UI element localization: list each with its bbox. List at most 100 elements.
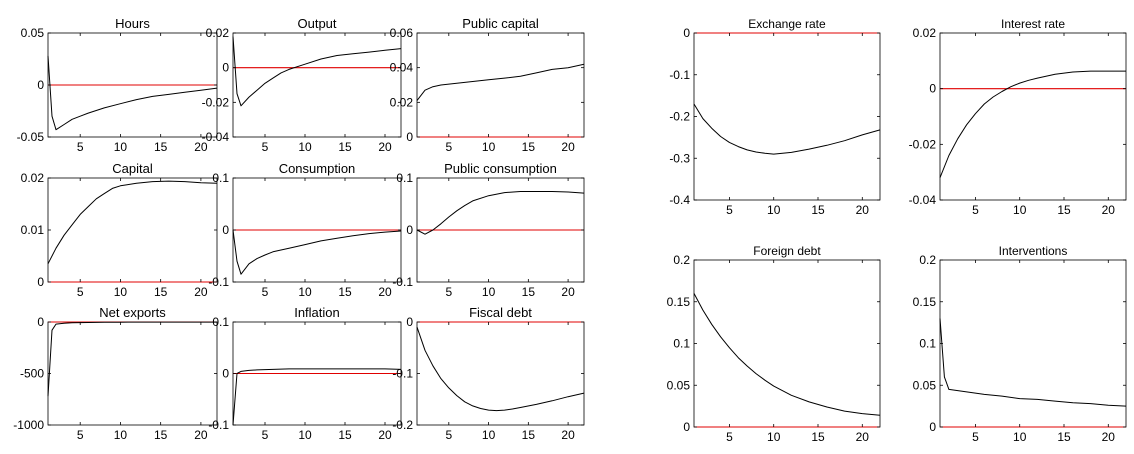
y-tick-label: 0 [37, 78, 44, 92]
x-tick-label: 5 [726, 203, 733, 217]
chart-title: Public capital [462, 16, 539, 31]
x-tick-label: 10 [298, 140, 312, 154]
axes-frame [939, 32, 1127, 201]
chart-title: Inflation [294, 305, 340, 320]
x-tick-label: 10 [298, 285, 312, 299]
x-tick-label: 15 [338, 140, 352, 154]
x-tick-label: 15 [522, 285, 536, 299]
y-tick-label: 0.01 [21, 223, 45, 237]
x-tick-label: 15 [811, 430, 825, 444]
series-line-foreign-debt [693, 293, 881, 416]
x-tick-label: 20 [194, 140, 208, 154]
y-tick-label: 0 [406, 315, 413, 329]
panel-inflation: -0.1 0 0.1 5 10 15 20 Inflation [208, 305, 402, 442]
y-tick-label: 0.1 [212, 171, 229, 185]
y-tick-label: 0.06 [390, 26, 414, 40]
x-tick-label: 10 [767, 430, 781, 444]
panel-foreign-debt: 0 0.05 0.1 0.15 0.2 5 10 15 20 Foreign debt [667, 244, 881, 444]
chart-title: Output [297, 16, 336, 31]
series-line-exchange-rate [693, 103, 881, 155]
panel-interest-rate: -0.04 -0.02 0 0.02 5 10 15 20 Interest rate [909, 17, 1127, 217]
series-line-output [232, 36, 402, 107]
y-tick-label: 0 [683, 26, 690, 40]
x-tick-label: 10 [1013, 430, 1027, 444]
panel-output: -0.04 -0.02 0 0.02 5 10 15 20 Output [202, 16, 402, 154]
x-tick-label: 20 [1102, 430, 1116, 444]
x-tick-label: 15 [338, 428, 352, 442]
series-line-hours [47, 55, 218, 131]
axes-frame [693, 32, 881, 201]
y-tick-label: -0.05 [17, 130, 45, 144]
y-tick-label: 0.15 [913, 295, 937, 309]
chart-title: Net exports [99, 305, 166, 320]
x-tick-label: 5 [972, 430, 979, 444]
y-tick-label: -0.4 [669, 193, 690, 207]
y-tick-label: 0 [406, 223, 413, 237]
y-tick-label: 0.2 [919, 253, 936, 267]
x-tick-label: 15 [154, 140, 168, 154]
axes-frame [939, 259, 1127, 428]
chart-title: Hours [115, 16, 150, 31]
x-tick-label: 20 [561, 285, 575, 299]
y-tick-label: 0 [222, 61, 229, 75]
y-tick-label: 0 [683, 420, 690, 434]
y-tick-label: 0.02 [913, 26, 937, 40]
y-tick-label: 0 [929, 82, 936, 96]
y-tick-label: -0.1 [208, 275, 229, 289]
x-tick-label: 15 [338, 285, 352, 299]
y-tick-label: -0.1 [208, 418, 229, 432]
chart-title: Interventions [999, 244, 1068, 258]
x-tick-label: 5 [445, 140, 452, 154]
panel-capital: 0 0.01 0.02 5 10 15 20 Capital [21, 161, 218, 299]
y-tick-label: -0.3 [669, 151, 690, 165]
y-tick-label: -1000 [13, 418, 44, 432]
x-tick-label: 10 [114, 140, 128, 154]
x-tick-label: 10 [482, 428, 496, 442]
series-line-public-consumption [416, 191, 585, 235]
y-tick-label: 0 [929, 420, 936, 434]
y-tick-label: 0 [37, 315, 44, 329]
x-tick-label: 10 [482, 140, 496, 154]
x-tick-label: 10 [298, 428, 312, 442]
chart-title: Foreign debt [753, 244, 821, 258]
y-tick-label: 0.02 [21, 171, 45, 185]
y-tick-label: 0.1 [919, 337, 936, 351]
y-tick-label: 0 [406, 130, 413, 144]
x-tick-label: 15 [1057, 430, 1071, 444]
x-tick-label: 20 [561, 428, 575, 442]
x-tick-label: 10 [1013, 203, 1027, 217]
x-tick-label: 20 [378, 285, 392, 299]
series-line-net-exports [47, 321, 217, 397]
x-tick-label: 15 [522, 428, 536, 442]
x-tick-label: 15 [154, 428, 168, 442]
panel-net-exports: -1000 -500 0 5 10 15 20 Net exports [13, 305, 218, 442]
series-line-fiscal-debt [416, 326, 585, 412]
chart-title: Interest rate [1001, 17, 1065, 31]
x-tick-label: 20 [194, 285, 208, 299]
y-tick-label: 0 [37, 275, 44, 289]
panel-hours: -0.05 0 0.05 5 10 15 20 Hours [17, 16, 218, 154]
x-tick-label: 10 [767, 203, 781, 217]
x-tick-label: 15 [522, 140, 536, 154]
x-tick-label: 15 [1057, 203, 1071, 217]
panel-public-consumption: -0.1 0 0.1 5 10 15 20 Public consumption [392, 161, 585, 299]
chart-title: Consumption [279, 161, 356, 176]
x-tick-label: 20 [378, 140, 392, 154]
x-tick-label: 5 [726, 430, 733, 444]
y-tick-label: -0.1 [669, 68, 690, 82]
x-tick-label: 20 [561, 140, 575, 154]
x-tick-label: 20 [194, 428, 208, 442]
x-tick-label: 15 [811, 203, 825, 217]
series-line-public-capital [416, 63, 585, 101]
x-tick-label: 10 [114, 428, 128, 442]
series-line-capital [47, 180, 218, 265]
y-tick-label: -0.2 [669, 110, 690, 124]
y-tick-label: 0.05 [667, 378, 691, 392]
y-tick-label: -0.04 [202, 130, 230, 144]
y-tick-label: 0.15 [667, 295, 691, 309]
x-tick-label: 5 [262, 140, 269, 154]
chart-title: Fiscal debt [469, 305, 532, 320]
x-tick-label: 5 [445, 285, 452, 299]
axes-frame [416, 321, 585, 426]
